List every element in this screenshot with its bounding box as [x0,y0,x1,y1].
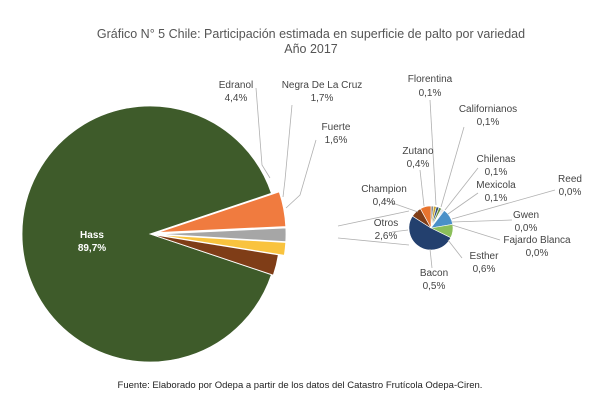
leader-florentina [429,99,437,206]
label-hass-value: 89,7% [78,243,106,254]
slice-negra-de-la-cruz [157,227,287,243]
label-reed-value: 0,0% [559,187,582,198]
leader-mexicola [447,192,479,215]
label-otros-value: 2,6% [375,231,398,242]
chart-title: Gráfico N° 5 Chile: Participación estima… [97,27,525,41]
slice-fuerte [157,234,287,256]
label-gwen-value: 0,0% [515,223,538,234]
label-negra-name: Negra De La Cruz [282,80,363,91]
leader-californianos [440,126,465,208]
leader-lines [255,87,556,269]
label-zutano-name: Zutano [402,146,434,157]
sub-slice-otros-sub [408,215,452,251]
main-pie [21,105,287,363]
slice-edranol [157,191,287,233]
label-florentina-value: 0,1% [419,88,442,99]
secondary-pie [408,205,454,251]
leader-otros [391,229,409,233]
label-champion-value: 0,4% [373,197,396,208]
label-fuerte-name: Fuerte [322,122,351,133]
label-fajardo-name: Fajardo Blanca [503,235,571,246]
label-edranol-value: 4,4% [225,93,248,104]
label-reed-name: Reed [558,174,582,185]
slice-labels: Hass 89,7% Edranol 4,4% Negra De La Cruz… [78,74,582,292]
label-bacon-value: 0,5% [423,281,446,292]
leader-bacon [429,248,433,269]
slice-hass [21,105,272,363]
label-edranol-name: Edranol [219,80,253,91]
chart-subtitle: Año 2017 [284,42,338,56]
label-chilenas-name: Chilenas [477,154,516,165]
label-florentina-name: Florentina [408,74,453,85]
connector-bottom [337,237,410,246]
connector-top [337,210,410,227]
label-esther-value: 0,6% [473,264,496,275]
label-bacon-name: Bacon [420,268,448,279]
label-fuerte-value: 1,6% [325,135,348,146]
label-californianos-name: Californianos [459,104,517,115]
label-hass-name: Hass [80,230,104,241]
label-gwen-name: Gwen [513,210,539,221]
label-californianos-value: 0,1% [477,117,500,128]
pie-connectors [337,210,410,246]
label-zutano-value: 0,4% [407,159,430,170]
label-negra-value: 1,7% [311,93,334,104]
label-esther-name: Esther [470,251,500,262]
leader-zutano [419,169,425,207]
label-champion-name: Champion [361,184,407,195]
leader-esther [447,239,463,259]
label-mexicola-name: Mexicola [476,180,516,191]
leader-edranol [255,87,271,179]
leader-gwen [451,219,513,223]
label-mexicola-value: 0,1% [485,193,508,204]
leader-chilenas [444,167,479,211]
leader-reed [451,189,556,220]
label-fajardo-value: 0,0% [526,248,549,259]
leader-champion [383,199,419,213]
leader-fajardo [451,224,501,241]
source-note: Fuente: Elaborado por Odepa a partir de … [118,380,483,391]
leader-negra [282,104,293,198]
leader-fuerte [285,139,317,209]
label-chilenas-value: 0,1% [485,167,508,178]
label-otros-name: Otros [374,218,398,229]
sub-slice-zutano [420,205,432,229]
slice-otros [151,234,279,276]
